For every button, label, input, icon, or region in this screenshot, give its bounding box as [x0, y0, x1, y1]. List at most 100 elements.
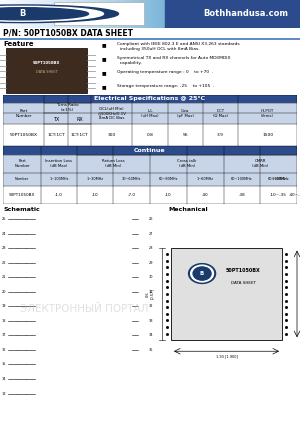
- Text: 0.6
[0.57]: 0.6 [0.57]: [146, 289, 154, 299]
- Text: ЭЛЕКТРОННЫЙ ПОРТАЛ: ЭЛЕКТРОННЫЙ ПОРТАЛ: [20, 304, 148, 314]
- Text: 60~80MHz: 60~80MHz: [159, 178, 178, 181]
- Text: 17: 17: [2, 333, 6, 338]
- Circle shape: [191, 265, 214, 282]
- Text: 50PT1050BX: 50PT1050BX: [10, 133, 38, 137]
- Text: 27: 27: [148, 232, 153, 235]
- Text: 14: 14: [2, 377, 6, 381]
- Text: 300: 300: [108, 133, 116, 137]
- Text: TX: TX: [53, 117, 59, 122]
- Text: 56: 56: [182, 133, 188, 137]
- Text: 19: 19: [2, 304, 6, 308]
- Text: 50PT1050BX: 50PT1050BX: [9, 193, 35, 197]
- Bar: [165, 0, 300, 28]
- Text: -40: -40: [202, 193, 208, 197]
- Text: Hi-POT
(Vrms): Hi-POT (Vrms): [261, 109, 274, 118]
- Text: 1CT:1CT: 1CT:1CT: [70, 133, 88, 137]
- Text: 20: 20: [2, 290, 6, 294]
- Text: Mechanical: Mechanical: [168, 207, 208, 212]
- Text: -7.0: -7.0: [128, 193, 136, 197]
- Text: Continue: Continue: [134, 148, 166, 153]
- Text: 1.93 [1.900]: 1.93 [1.900]: [216, 355, 237, 359]
- Text: ■: ■: [102, 84, 106, 89]
- Text: Cuw
(pF Max): Cuw (pF Max): [177, 109, 194, 118]
- Text: Feature: Feature: [3, 41, 34, 47]
- Text: -10: -10: [165, 193, 172, 197]
- Bar: [171, 248, 282, 340]
- Text: B: B: [19, 9, 26, 18]
- Text: 1~6MHz: 1~6MHz: [271, 178, 286, 181]
- Text: 60~100MHz: 60~100MHz: [268, 178, 289, 181]
- Text: 1~60MHz: 1~60MHz: [196, 178, 214, 181]
- Text: Schematic: Schematic: [3, 207, 40, 212]
- Text: 3.9: 3.9: [217, 133, 224, 137]
- Bar: [3, 95, 297, 103]
- Text: Insertion Loss
(dB Max): Insertion Loss (dB Max): [45, 159, 72, 168]
- Text: 50PT1050BX: 50PT1050BX: [226, 268, 260, 273]
- Text: 32: 32: [148, 304, 153, 308]
- Text: 13: 13: [2, 392, 6, 396]
- Text: -1.0: -1.0: [55, 193, 63, 197]
- Text: ■: ■: [102, 56, 106, 61]
- Text: 22: 22: [2, 261, 6, 265]
- Text: 35: 35: [148, 348, 153, 352]
- Text: Turns Ratio
(±1%): Turns Ratio (±1%): [56, 103, 79, 112]
- Circle shape: [189, 264, 216, 284]
- Text: 25: 25: [2, 217, 6, 221]
- Text: -38: -38: [238, 193, 245, 197]
- Circle shape: [0, 8, 88, 20]
- Text: -10: -10: [92, 193, 98, 197]
- Text: 16: 16: [2, 348, 6, 352]
- Text: CMRR
(dB Min): CMRR (dB Min): [252, 159, 268, 168]
- Circle shape: [0, 5, 118, 22]
- Bar: [54, 2, 144, 25]
- Bar: [3, 124, 297, 146]
- Bar: [6, 48, 87, 92]
- Text: 50PT1050BX: 50PT1050BX: [33, 61, 60, 65]
- Circle shape: [193, 267, 211, 280]
- Text: OCL(uH Min)
@100KHz/0.1V
8mA DC Bias: OCL(uH Min) @100KHz/0.1V 8mA DC Bias: [97, 107, 126, 120]
- Text: 60~100MHz: 60~100MHz: [231, 178, 253, 181]
- Text: 30~60MHz: 30~60MHz: [122, 178, 141, 181]
- Text: ■: ■: [102, 42, 106, 47]
- Text: 23: 23: [2, 246, 6, 250]
- Text: Compliant with IEEE 802.3 E and ANSI X3.263 standards
  including 350uH OCL with: Compliant with IEEE 802.3 E and ANSI X3.…: [117, 42, 240, 51]
- Text: RX: RX: [76, 117, 83, 122]
- Text: Part
Number: Part Number: [14, 159, 30, 168]
- Bar: [3, 156, 297, 173]
- Text: Storage temperature range: -25    to +105  .: Storage temperature range: -25 to +105 .: [117, 84, 214, 88]
- Text: B: B: [200, 271, 204, 276]
- Text: Electrical Specifications @ 25°C: Electrical Specifications @ 25°C: [94, 96, 206, 101]
- Text: Cross talk
(dB Min): Cross talk (dB Min): [177, 159, 197, 168]
- Circle shape: [0, 6, 103, 21]
- Text: 1~30MHz: 1~30MHz: [86, 178, 103, 181]
- Text: P/N: 50PT1050BX DATA SHEET: P/N: 50PT1050BX DATA SHEET: [3, 28, 133, 37]
- Text: 33: 33: [148, 319, 153, 323]
- Text: 15: 15: [2, 363, 6, 366]
- Text: 28: 28: [148, 246, 153, 250]
- Text: DATA SHEET: DATA SHEET: [231, 281, 256, 285]
- Bar: [3, 146, 297, 156]
- Text: Return Loss
(dB Min): Return Loss (dB Min): [102, 159, 124, 168]
- Text: 34: 34: [148, 333, 153, 338]
- Text: DCT
(Ω Max): DCT (Ω Max): [213, 109, 228, 118]
- Text: 29: 29: [148, 261, 153, 265]
- Text: Symmetrical TX and RX channels for Auto MDI/MDIX
  capability.: Symmetrical TX and RX channels for Auto …: [117, 56, 230, 65]
- Text: 1~100MHz: 1~100MHz: [49, 178, 68, 181]
- Text: Part
Number: Part Number: [15, 109, 32, 118]
- Text: 0.8: 0.8: [147, 133, 153, 137]
- Text: L.L
(uH Max): L.L (uH Max): [141, 109, 159, 118]
- Text: -40~-35: -40~-35: [289, 193, 300, 197]
- Text: ■: ■: [102, 70, 106, 75]
- Text: 26: 26: [148, 217, 153, 221]
- Text: 1500: 1500: [262, 133, 273, 137]
- Bar: [3, 173, 297, 187]
- Text: 21: 21: [2, 275, 6, 279]
- Text: Number: Number: [15, 178, 29, 181]
- Text: Operating temperature range : 0    to +70  .: Operating temperature range : 0 to +70 .: [117, 70, 213, 74]
- Text: 24: 24: [2, 232, 6, 235]
- Text: 30: 30: [148, 275, 153, 279]
- Text: 18: 18: [2, 319, 6, 323]
- Text: -10~-35: -10~-35: [270, 193, 287, 197]
- Text: Bothhandusa.com: Bothhandusa.com: [203, 9, 289, 18]
- Bar: [3, 187, 297, 204]
